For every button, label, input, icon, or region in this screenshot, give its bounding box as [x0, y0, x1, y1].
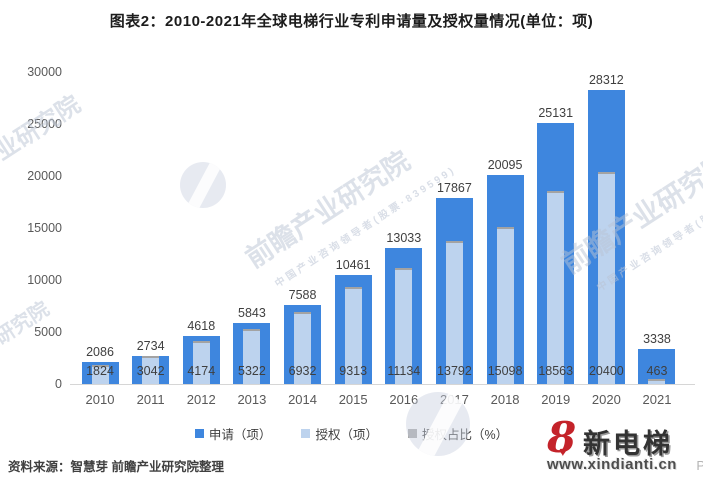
- legend-label-grant-ratio: 授权占比（%）: [421, 428, 509, 442]
- bar-grant-2018: [496, 227, 514, 384]
- label-application-2021: 3338: [643, 332, 671, 346]
- xindianti-logo: 8 ♥ 新电梯 www.xindianti.cn P: [547, 416, 703, 480]
- label-application-2014: 7588: [288, 288, 317, 302]
- bar-grant-2014: [294, 312, 312, 384]
- label-grant-2018: 15098: [487, 364, 523, 378]
- legend-swatch-grants-icon: [301, 429, 311, 438]
- y-tick-0: 0: [55, 377, 62, 391]
- bar-grant-2021: [648, 379, 666, 384]
- label-application-2010: 2086: [86, 345, 114, 359]
- bar-grant-2019: [547, 191, 565, 384]
- x-tick-2011: 2011: [136, 392, 165, 407]
- bar-grant-2015: [344, 287, 362, 384]
- y-tick-5000: 5000: [34, 325, 62, 339]
- x-tick-2018: 2018: [490, 392, 520, 407]
- x-tick-2013: 2013: [237, 392, 267, 407]
- x-tick-2014: 2014: [288, 392, 317, 407]
- y-tick-15000: 15000: [27, 221, 62, 235]
- y-tick-20000: 20000: [27, 169, 62, 183]
- x-tick-2016: 2016: [389, 392, 419, 407]
- logo-heart-icon: ♥: [559, 444, 567, 459]
- label-grant-2017: 13792: [437, 364, 472, 378]
- label-application-2019: 25131: [538, 106, 574, 120]
- label-application-2018: 20095: [487, 158, 523, 172]
- x-tick-2019: 2019: [541, 392, 571, 407]
- bar-grant-2012: [192, 341, 210, 384]
- bar-grant-2010: [91, 365, 109, 384]
- label-grant-2016: 11134: [387, 364, 421, 378]
- x-tick-2015: 2015: [338, 392, 368, 407]
- y-tick-25000: 25000: [27, 117, 62, 131]
- label-grant-2014: 6932: [288, 364, 317, 378]
- legend-item-grants: 授权（项）: [301, 424, 378, 443]
- label-grant-2012: 4174: [187, 364, 216, 378]
- legend-label-grants: 授权（项）: [315, 428, 378, 442]
- legend-item-applications: 申请（项）: [194, 424, 272, 443]
- source-note: 资料来源：智慧芽 前瞻产业研究院整理: [8, 460, 224, 474]
- label-application-2011: 2734: [136, 339, 165, 353]
- y-tick-10000: 10000: [27, 273, 62, 287]
- label-application-2017: 17867: [437, 181, 472, 195]
- legend-swatch-applications-icon: [194, 429, 204, 438]
- x-tick-2021: 2021: [642, 392, 672, 407]
- label-application-2012: 4618: [187, 319, 216, 333]
- logo-url-text: www.xindianti.cn: [547, 456, 677, 473]
- label-grant-2020: 20400: [588, 364, 624, 378]
- label-application-2016: 13033: [386, 231, 422, 245]
- logo-brand-text: 新电梯: [583, 429, 673, 459]
- x-tick-2010: 2010: [85, 392, 115, 407]
- bar-grant-2011: [142, 356, 160, 384]
- bar-grant-2016: [395, 268, 413, 384]
- x-tick-2012: 2012: [186, 392, 216, 407]
- x-tick-2020: 2020: [591, 392, 621, 407]
- label-grant-2021: 463: [646, 364, 668, 378]
- label-application-2015: 10461: [335, 258, 371, 272]
- label-application-2020: 28312: [588, 73, 624, 87]
- bar-application-2021: [638, 349, 676, 384]
- bar-grant-2013: [243, 329, 261, 384]
- label-grant-2013: 5322: [238, 364, 266, 378]
- chart-title: 图表2：2010-2021年全球电梯行业专利申请量及授权量情况(单位：项): [109, 13, 594, 30]
- label-grant-2011: 3042: [136, 364, 165, 378]
- legend-swatch-grant-ratio-icon: [407, 429, 417, 438]
- logo-remnant-text: P: [696, 458, 703, 473]
- legend-label-applications: 申请（项）: [208, 428, 272, 442]
- bar-grant-2017: [445, 241, 463, 384]
- label-grant-2010: 1824: [86, 364, 114, 378]
- logo-eight-icon: 8: [547, 413, 577, 462]
- label-application-2013: 5843: [238, 306, 266, 320]
- label-grant-2019: 18563: [538, 364, 574, 378]
- label-grant-2015: 9313: [339, 364, 368, 378]
- bar-grant-2020: [597, 172, 615, 384]
- y-tick-30000: 30000: [27, 65, 62, 79]
- x-axis-line: [70, 384, 695, 385]
- legend-item-grant-ratio: 授权占比（%）: [407, 424, 509, 443]
